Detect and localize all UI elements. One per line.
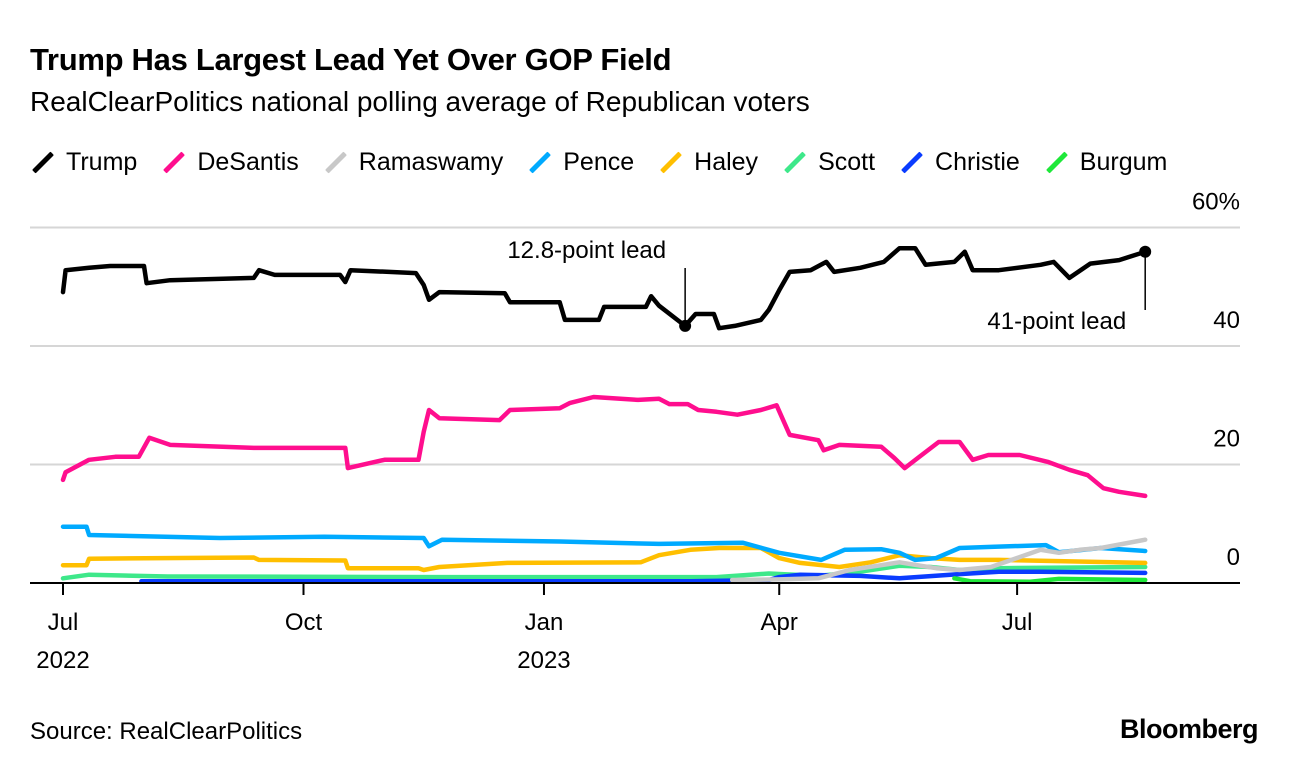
- x-tick-label: Apr: [761, 609, 798, 636]
- legend-label: Christie: [935, 148, 1020, 176]
- legend-label: Scott: [818, 148, 876, 176]
- series-line-ramaswamy: [729, 537, 1148, 583]
- y-tick-label: 20: [1213, 426, 1240, 453]
- legend-label: DeSantis: [197, 148, 299, 176]
- x-tick-label: Jan: [525, 609, 564, 636]
- x-tick-label: Jul: [1002, 609, 1033, 636]
- bloomberg-logo: Bloomberg: [1119, 714, 1259, 744]
- annotation-label: 41-point lead: [987, 308, 1126, 335]
- legend-item-pence: Pence: [527, 148, 634, 177]
- legend-label: Burgum: [1079, 148, 1168, 176]
- annotation-marker: [1139, 245, 1152, 258]
- legend-item-burgum: Burgum: [1044, 148, 1168, 177]
- legend-label: Ramaswamy: [358, 148, 504, 176]
- legend-item-ramaswamy: Ramaswamy: [323, 148, 503, 177]
- x-tick-year: 2023: [517, 647, 570, 674]
- legend-item-scott: Scott: [782, 148, 875, 177]
- annotation-label: 12.8-point lead: [507, 237, 666, 264]
- legend: Trump DeSantis Ramaswamy Pence Haley Scott Chr…: [30, 148, 1191, 177]
- y-tick-label: 0: [1227, 544, 1240, 571]
- x-tick-label: Oct: [285, 609, 323, 636]
- legend-label: Trump: [66, 148, 138, 176]
- legend-label: Pence: [563, 148, 635, 176]
- annotation-marker: [679, 319, 692, 332]
- legend-item-christie: Christie: [899, 148, 1020, 177]
- x-tick-year: 2022: [36, 647, 89, 674]
- legend-item-trump: Trump: [30, 148, 137, 177]
- y-tick-label: 60%: [1192, 189, 1240, 216]
- source-note: Source: RealClearPolitics: [30, 718, 303, 745]
- series-line-desantis: [60, 394, 1148, 499]
- series-line-burgum: [952, 576, 1148, 585]
- series-line-pence: [60, 524, 1148, 563]
- y-tick-label: 40: [1213, 307, 1240, 334]
- legend-label: Haley: [694, 148, 759, 176]
- legend-item-haley: Haley: [658, 148, 758, 177]
- x-tick-label: Jul: [48, 609, 79, 636]
- legend-item-desantis: DeSantis: [161, 148, 299, 177]
- chart-title: Trump Has Largest Lead Yet Over GOP Fiel…: [30, 42, 672, 77]
- chart-subtitle: RealClearPolitics national polling avera…: [30, 86, 810, 117]
